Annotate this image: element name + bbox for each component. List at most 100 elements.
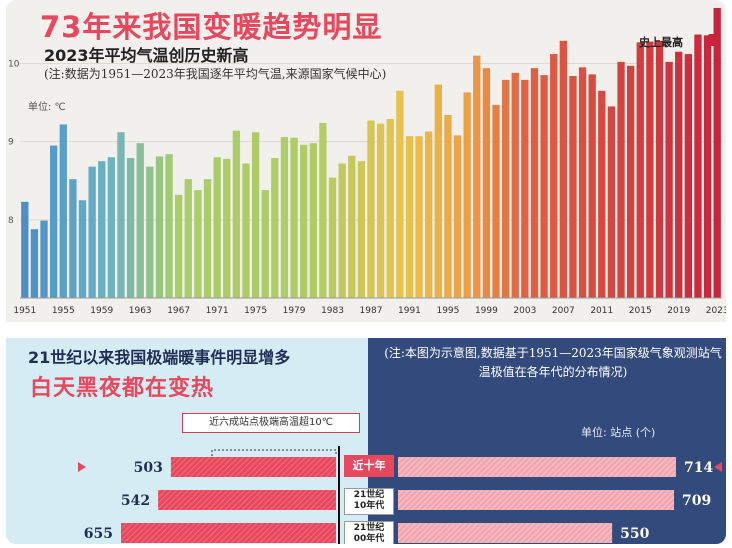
category-label-2010s: 21世纪 10年代 <box>344 488 394 515</box>
temperature-bar <box>117 132 125 298</box>
temperature-bar <box>348 155 356 298</box>
temperature-bar <box>328 177 337 298</box>
temperature-bar <box>501 79 510 298</box>
temperature-bar <box>232 130 241 298</box>
x-tick-label: 1963 <box>129 306 152 316</box>
x-tick-label: 1983 <box>321 306 344 316</box>
legend-box: 近六成站点极端高温超10℃ <box>182 413 360 433</box>
temperature-bar <box>88 166 96 298</box>
x-tick-label: 1995 <box>436 306 459 316</box>
daytime-value-label: 542 <box>121 493 150 509</box>
panel-divider <box>6 322 726 338</box>
temperature-bar <box>425 131 433 298</box>
temperature-bar <box>626 65 635 298</box>
extreme-events-chart: 503 542 655 714 709 550 <box>78 449 722 543</box>
temperature-bar <box>78 200 87 298</box>
x-tick-label: 2019 <box>667 306 690 316</box>
temperature-bar <box>694 34 702 298</box>
temperature-bar <box>521 79 529 298</box>
nighttime-value-label: 709 <box>682 493 711 509</box>
x-tick-label: 1967 <box>167 306 190 316</box>
temperature-bar <box>357 161 366 298</box>
y-tick-label: 10 <box>8 59 20 69</box>
x-tick-label: 2023 <box>706 306 726 316</box>
temperature-bar <box>50 145 58 298</box>
category-label-recent-decade: 近十年 <box>344 455 394 477</box>
y-tick-label: 9 <box>8 138 14 148</box>
temperature-bar <box>415 136 423 298</box>
category-label-line: 21世纪 <box>353 490 385 500</box>
extreme-events-panel: 503 542 655 714 709 550 21世纪以来我国极端暖事件明显增多 白天黑… <box>6 338 726 544</box>
annual-temperature-panel: 8 9 10 1951 1955 1959 1963 1967 1971 1975 1979 1983… <box>6 0 726 322</box>
chart-subtitle: 2023年平均气温创历史新高 <box>44 46 249 65</box>
temperature-bar <box>665 61 673 299</box>
temperature-bar <box>271 158 279 298</box>
right-pointer-icon <box>714 462 722 472</box>
panel-title: 21世纪以来我国极端暖事件明显增多 <box>28 348 291 367</box>
legend-bracket <box>211 449 337 456</box>
daytime-bar <box>121 523 336 543</box>
temperature-bar <box>165 154 173 298</box>
temperature-bar <box>473 55 481 298</box>
nighttime-value-label: 714 <box>684 460 713 476</box>
temperature-bar <box>559 40 567 298</box>
annual-temperature-chart: 8 9 10 1951 1955 1959 1963 1967 1971 1975 1979 1983… <box>8 7 726 316</box>
temperature-bar <box>684 54 692 299</box>
daytime-bar <box>158 490 336 510</box>
panel-title: 73年来我国变暖趋势明显 <box>40 10 383 44</box>
temperature-bar <box>569 75 577 298</box>
temperature-bar <box>107 157 116 298</box>
x-tick-label: 1951 <box>13 306 36 316</box>
temperature-bar <box>367 120 375 298</box>
temperature-bar <box>30 229 39 298</box>
x-tick-label: 2003 <box>513 306 536 316</box>
temperature-bar <box>444 115 452 299</box>
temperature-bar <box>59 124 67 298</box>
x-tick-label: 1971 <box>206 306 229 316</box>
chart-note: (注:数据为1951—2023年我国逐年平均气温,来源国家气候中心) <box>44 67 387 81</box>
temperature-bar <box>40 220 48 298</box>
category-label-line: 21世纪 <box>353 523 385 533</box>
temperature-bar <box>646 41 654 299</box>
temperature-bar <box>578 67 587 298</box>
panel-subtitle: 白天黑夜都在变热 <box>30 376 215 401</box>
nighttime-value-label: 550 <box>620 526 649 542</box>
temperature-bar <box>607 106 616 298</box>
temperature-bar <box>194 190 202 298</box>
y-axis-unit: 单位: ℃ <box>28 102 66 113</box>
temperature-bar <box>300 144 308 298</box>
temperature-bar <box>530 68 539 299</box>
temperature-bar <box>405 136 414 298</box>
x-tick-label: 2007 <box>552 306 575 316</box>
temperature-bar <box>175 194 183 298</box>
x-tick-label: 1999 <box>475 306 498 316</box>
temperature-bar <box>636 42 644 298</box>
temperature-bar <box>655 40 664 298</box>
temperature-bar <box>482 68 491 299</box>
temperature-bar <box>617 61 625 299</box>
temperature-bar <box>598 90 606 299</box>
temperature-bar <box>98 161 106 298</box>
daytime-value-label: 503 <box>134 460 163 476</box>
temperature-bar <box>126 158 135 298</box>
category-label-line: 00年代 <box>353 534 385 544</box>
temperature-bar <box>434 84 442 299</box>
temperature-bar <box>588 74 596 299</box>
x-tick-label: 1959 <box>90 306 113 316</box>
daytime-value-label: 655 <box>84 526 113 542</box>
nighttime-bar <box>398 523 613 543</box>
x-tick-label: 1975 <box>244 306 267 316</box>
temperature-bar <box>290 137 298 298</box>
temperature-bar <box>242 163 250 298</box>
category-label-line: 10年代 <box>353 501 385 511</box>
temperature-bar <box>213 157 221 298</box>
left-pointer-icon <box>78 462 86 472</box>
temperature-bar <box>540 75 548 298</box>
temperature-bar <box>713 7 721 298</box>
temperature-bar <box>396 90 404 299</box>
temperature-bar <box>463 92 471 298</box>
temperature-bar <box>338 163 346 298</box>
x-tick-label: 1991 <box>398 306 421 316</box>
temperature-bar <box>280 136 289 298</box>
temperature-bar <box>492 104 500 299</box>
